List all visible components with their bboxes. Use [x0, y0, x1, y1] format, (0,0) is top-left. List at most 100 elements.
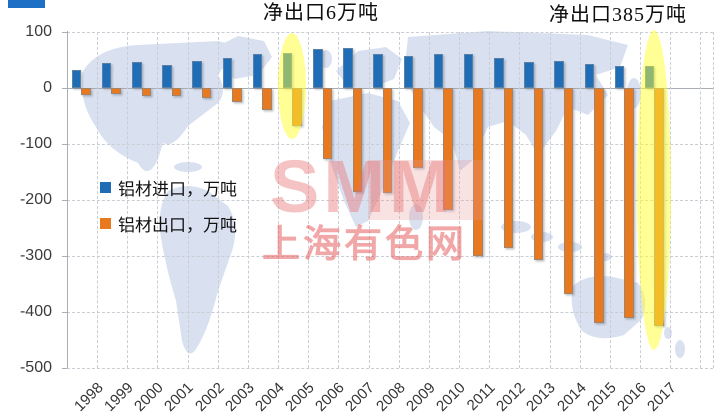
- bar-export-2014: [563, 88, 574, 294]
- x-axis-label-2003: 2003: [221, 379, 258, 415]
- bar-import-2009: [403, 55, 414, 88]
- x-axis-label-2015: 2015: [583, 379, 620, 415]
- legend-item-imports: 铝材进口，万吨: [100, 177, 237, 199]
- gridline-x: [368, 32, 370, 368]
- gridline-y-100: [67, 32, 713, 33]
- y-axis-label: -100: [19, 135, 52, 152]
- gridline-x: [338, 32, 340, 368]
- bar-export-2016: [624, 88, 634, 318]
- bar-export-2008: [382, 88, 393, 194]
- bar-import-2010: [433, 54, 444, 88]
- legend-swatch-imports-icon: [100, 181, 111, 193]
- y-tick-mark: [62, 32, 67, 33]
- gridline-x: [428, 32, 430, 368]
- gridline-y--400: [67, 312, 713, 313]
- bar-export-2009: [413, 88, 423, 169]
- bar-export-2007: [352, 88, 363, 192]
- watermark-logo-block: [368, 160, 483, 220]
- y-tick-mark: [62, 368, 67, 369]
- x-axis-label-2013: 2013: [523, 379, 560, 415]
- x-axis-label-1999: 1999: [101, 379, 137, 415]
- x-axis-label-2009: 2009: [402, 379, 439, 415]
- y-axis-label: 100: [25, 23, 52, 40]
- gridline-x: [489, 32, 491, 368]
- bar-export-2006: [322, 88, 333, 160]
- x-axis-label-2010: 2010: [432, 379, 469, 415]
- highlight-ellipse-2005: [278, 33, 307, 139]
- x-axis-label-2016: 2016: [613, 379, 650, 415]
- gridline-x: [97, 32, 99, 368]
- gridline-x: [459, 32, 461, 368]
- legend-item-exports: 铝材出口，万吨: [100, 213, 237, 235]
- y-tick-mark: [62, 88, 67, 89]
- y-tick-mark: [62, 256, 67, 257]
- bar-export-2010: [443, 88, 453, 210]
- x-axis-label-2014: 2014: [553, 379, 590, 415]
- x-axis-label-2005: 2005: [282, 379, 318, 415]
- highlight-ellipse-2017: [637, 30, 672, 350]
- gridline-x: [187, 32, 189, 368]
- bar-import-2015: [584, 63, 595, 88]
- y-axis-label: 0: [43, 79, 52, 96]
- gridline-x: [519, 32, 521, 368]
- gridline-x: [609, 32, 611, 368]
- legend: 铝材进口，万吨 铝材出口，万吨: [100, 177, 237, 249]
- gridline-y--200: [67, 200, 713, 201]
- bar-export-1999: [111, 88, 121, 94]
- gridline-x: [217, 32, 219, 368]
- bar-import-2000: [132, 61, 142, 88]
- gridline-x: [127, 32, 129, 368]
- bar-import-2012: [494, 58, 504, 88]
- bar-import-2003: [222, 58, 233, 88]
- bar-export-2012: [503, 88, 514, 249]
- bar-export-2001: [171, 88, 182, 97]
- bar-import-2002: [192, 61, 202, 88]
- x-axis-label-2017: 2017: [644, 379, 680, 415]
- cropped-toolbar-fragment: [8, 0, 45, 8]
- gridline-x: [700, 32, 702, 368]
- bar-export-2003: [232, 88, 242, 102]
- bar-export-1998: [81, 88, 91, 95]
- plot-right-border: [713, 32, 714, 368]
- gridline-x: [579, 32, 581, 368]
- x-axis-label-2000: 2000: [131, 379, 167, 415]
- x-axis-label-2001: 2001: [161, 379, 198, 415]
- x-axis-label-2012: 2012: [493, 379, 529, 415]
- bar-import-2011: [463, 53, 474, 88]
- bar-import-2008: [373, 53, 383, 88]
- gridline-x: [247, 32, 249, 368]
- legend-label-imports: 铝材进口，万吨: [118, 179, 237, 199]
- bar-export-2011: [473, 88, 483, 256]
- y-tick-mark: [62, 144, 67, 145]
- gridline-x: [308, 32, 310, 368]
- y-axis-label: -300: [19, 247, 52, 264]
- annotation-net-export-2005: 净出口6万吨: [263, 2, 379, 24]
- y-axis-line: [67, 31, 68, 368]
- y-tick-mark: [62, 200, 67, 201]
- y-axis-label: -200: [19, 191, 52, 208]
- gridline-y--300: [67, 256, 713, 257]
- bar-export-2013: [533, 88, 544, 260]
- bar-import-2013: [524, 62, 534, 88]
- y-tick-mark: [62, 312, 67, 313]
- legend-swatch-exports-icon: [100, 217, 111, 229]
- bar-import-2016: [614, 66, 625, 88]
- bar-import-2004: [252, 54, 263, 88]
- x-axis-label-2008: 2008: [372, 379, 409, 415]
- x-axis-label-1998: 1998: [71, 379, 107, 415]
- bar-import-2006: [313, 49, 323, 88]
- x-axis-label-2007: 2007: [342, 379, 379, 415]
- bar-export-2000: [141, 88, 152, 96]
- watermark-smm-text: SMM: [270, 145, 455, 228]
- annotation-net-export-2017: 净出口385万吨: [549, 4, 687, 26]
- gridline-x: [278, 32, 280, 368]
- bar-export-2002: [201, 88, 212, 99]
- bar-import-2007: [343, 48, 353, 88]
- bar-import-2001: [162, 65, 172, 88]
- bar-export-2004: [262, 88, 272, 111]
- x-axis-label-2002: 2002: [191, 379, 228, 415]
- y-axis-label: -500: [19, 359, 52, 376]
- bar-export-2015: [594, 88, 604, 324]
- y-axis-label: -400: [19, 303, 52, 320]
